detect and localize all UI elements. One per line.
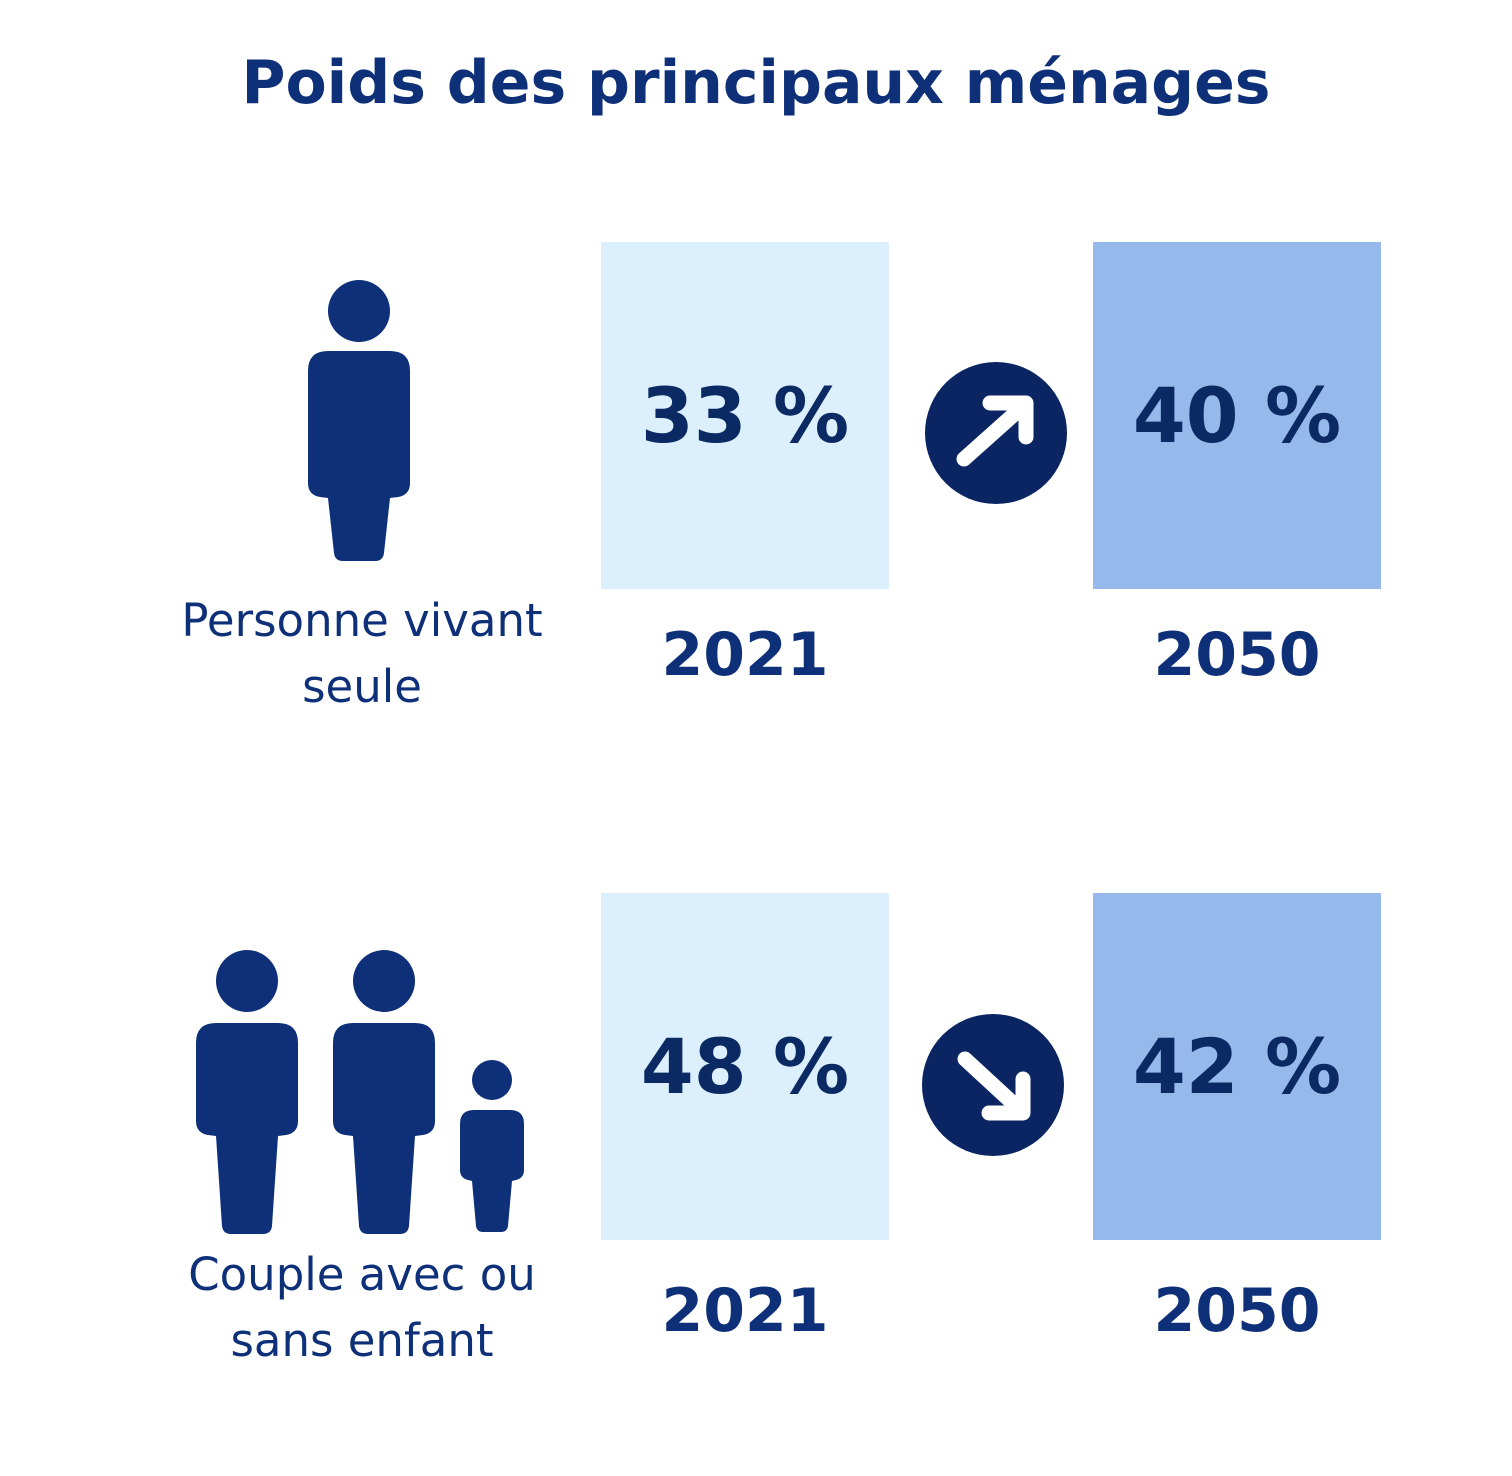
value-box-2050: 42 % [1093, 893, 1381, 1240]
category-label-line-2: sans enfant [230, 1314, 494, 1367]
arrow-up-right-icon [924, 361, 1068, 505]
value-box-2021: 48 % [601, 893, 889, 1240]
value-label-2021: 48 % [640, 1022, 850, 1111]
category-label-line-1: Couple avec ou [188, 1248, 536, 1301]
chart-title: Poids des principaux ménages [241, 48, 1271, 118]
child-figure-icon [460, 1060, 524, 1232]
adult-figure-icon [333, 950, 435, 1234]
value-label-2050: 42 % [1132, 1022, 1342, 1111]
household-row-couple: Couple avec ou sans enfant 48 % 42 % 202… [0, 893, 1512, 1453]
household-row-single: Personne vivant seule 33 % 40 % 2021 205… [0, 242, 1512, 802]
year-label-2021: 2021 [661, 1276, 829, 1346]
adult-figure-icon [196, 950, 298, 1234]
year-label-2050: 2050 [1153, 1276, 1321, 1346]
value-label-2021: 33 % [640, 371, 850, 460]
value-label-2050: 40 % [1132, 371, 1342, 460]
year-label-2050: 2050 [1153, 620, 1321, 690]
category-label-couple: Couple avec ou sans enfant [150, 1242, 574, 1374]
arrow-down-right-icon [921, 1013, 1065, 1157]
category-label-line-1: Personne vivant [181, 594, 543, 647]
value-box-2050: 40 % [1093, 242, 1381, 589]
year-label-2021: 2021 [661, 620, 829, 690]
single-person-icon [306, 280, 412, 562]
category-label-line-2: seule [302, 660, 422, 713]
family-icon [194, 950, 529, 1235]
value-box-2021: 33 % [601, 242, 889, 589]
category-label-single: Personne vivant seule [150, 588, 574, 720]
